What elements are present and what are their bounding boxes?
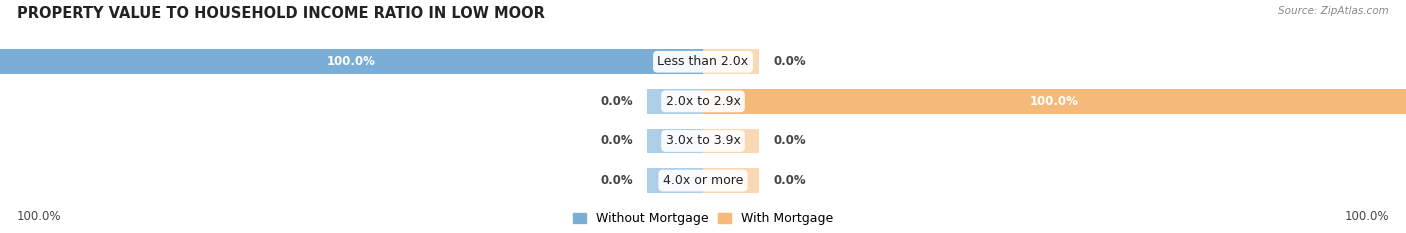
Text: PROPERTY VALUE TO HOUSEHOLD INCOME RATIO IN LOW MOOR: PROPERTY VALUE TO HOUSEHOLD INCOME RATIO… [17,6,544,21]
Text: 100.0%: 100.0% [1031,95,1078,108]
Text: 100.0%: 100.0% [1344,210,1389,223]
Bar [647,129,703,153]
Bar [703,89,1406,114]
Text: 0.0%: 0.0% [600,95,633,108]
Text: 2.0x to 2.9x: 2.0x to 2.9x [665,95,741,108]
Text: 4.0x or more: 4.0x or more [662,174,744,187]
Text: 3.0x to 3.9x: 3.0x to 3.9x [665,134,741,147]
Text: 100.0%: 100.0% [17,210,62,223]
Bar [647,168,703,193]
Bar [703,49,759,74]
Text: Source: ZipAtlas.com: Source: ZipAtlas.com [1278,6,1389,16]
Bar [703,168,759,193]
Text: 0.0%: 0.0% [773,55,806,68]
Bar [0,49,703,74]
Text: 100.0%: 100.0% [328,55,375,68]
Bar [647,89,703,114]
Text: 0.0%: 0.0% [773,174,806,187]
Text: 0.0%: 0.0% [600,134,633,147]
Text: 0.0%: 0.0% [773,134,806,147]
Text: Less than 2.0x: Less than 2.0x [658,55,748,68]
Text: 0.0%: 0.0% [600,174,633,187]
Bar [703,129,759,153]
Legend: Without Mortgage, With Mortgage: Without Mortgage, With Mortgage [574,212,832,225]
